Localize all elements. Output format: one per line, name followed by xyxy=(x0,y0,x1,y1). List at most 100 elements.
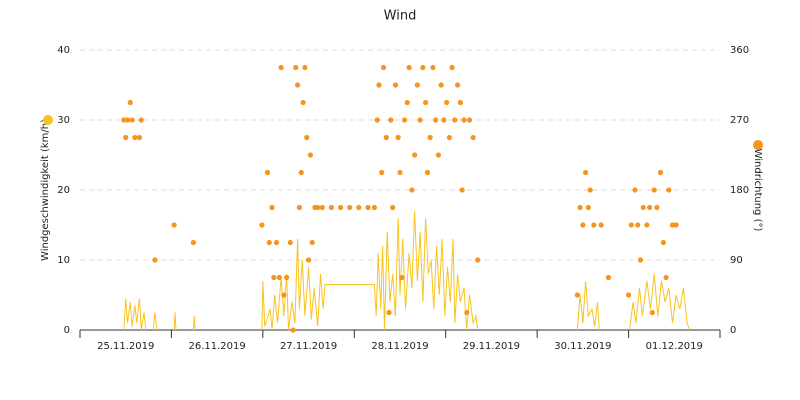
direction-point xyxy=(435,152,441,158)
direction-point xyxy=(427,134,433,141)
direction-point xyxy=(587,187,593,193)
direction-point xyxy=(663,274,669,281)
direction-point xyxy=(290,327,296,333)
direction-point xyxy=(328,204,335,211)
direction-point xyxy=(271,274,277,281)
axis-title: Windrichtung (°) xyxy=(752,149,763,232)
y-tick-label: 40 xyxy=(57,45,70,56)
direction-point xyxy=(307,152,313,158)
direction-point xyxy=(386,309,392,316)
direction-point xyxy=(660,239,666,246)
x-tick-label: 29.11.2019 xyxy=(463,341,520,352)
direction-point xyxy=(414,82,420,88)
direction-point xyxy=(401,117,408,123)
direction-point xyxy=(657,169,664,176)
x-tick-label: 28.11.2019 xyxy=(371,341,428,352)
direction-point xyxy=(455,82,461,88)
direction-point xyxy=(666,187,672,193)
wind-speed-line xyxy=(123,210,691,331)
direction-point xyxy=(295,82,301,88)
x-tick-label: 01.12.2019 xyxy=(646,341,703,352)
direction-point xyxy=(371,204,377,211)
direction-point xyxy=(171,222,177,228)
direction-point xyxy=(583,169,589,176)
direction-point xyxy=(259,222,265,228)
direction-point xyxy=(628,222,634,228)
direction-point xyxy=(319,204,325,211)
direction-point xyxy=(406,64,412,71)
direction-point xyxy=(127,99,133,106)
legend-dot xyxy=(43,115,53,125)
direction-point xyxy=(266,239,272,246)
direction-point xyxy=(347,204,353,211)
axis-title: Windgeschwindigkeit (km/h) xyxy=(40,119,51,261)
direction-point xyxy=(287,239,293,246)
direction-point xyxy=(580,222,586,228)
x-tick-label: 27.11.2019 xyxy=(280,341,337,352)
direction-point xyxy=(305,257,312,263)
y-tick-label: 30 xyxy=(57,115,70,126)
y2-tick-label: 180 xyxy=(730,185,749,196)
direction-point xyxy=(138,117,144,123)
direction-point xyxy=(420,64,426,71)
direction-point xyxy=(412,152,418,158)
direction-point xyxy=(337,204,344,211)
direction-point xyxy=(136,134,143,141)
direction-point xyxy=(640,204,646,211)
direction-point xyxy=(444,99,450,106)
y2-tick-label: 360 xyxy=(730,45,749,56)
direction-point xyxy=(625,292,632,298)
direction-point xyxy=(124,117,131,123)
y2-tick-label: 270 xyxy=(730,115,749,126)
direction-point xyxy=(598,222,604,228)
direction-point xyxy=(423,99,429,106)
direction-point xyxy=(475,257,481,263)
direction-point xyxy=(644,222,650,228)
direction-point xyxy=(461,117,467,123)
direction-point xyxy=(388,117,394,123)
direction-point xyxy=(395,134,401,141)
direction-point xyxy=(278,64,284,71)
direction-point xyxy=(459,187,465,193)
legend-dot xyxy=(753,140,763,150)
direction-point xyxy=(430,64,436,71)
direction-point xyxy=(438,82,444,88)
direction-point xyxy=(284,274,290,281)
direction-point xyxy=(632,187,638,193)
direction-point xyxy=(441,117,447,123)
direction-point xyxy=(315,204,321,211)
x-tick-label: 30.11.2019 xyxy=(554,341,611,352)
direction-point xyxy=(129,117,135,123)
direction-point xyxy=(464,309,470,316)
direction-point xyxy=(380,64,387,71)
direction-point xyxy=(417,117,423,123)
direction-point xyxy=(264,169,271,176)
direction-point xyxy=(365,204,371,211)
direction-point xyxy=(300,99,306,106)
direction-point xyxy=(654,204,660,211)
direction-point xyxy=(298,169,304,176)
direction-point xyxy=(309,239,315,246)
y-tick-label: 20 xyxy=(57,185,70,196)
direction-point xyxy=(132,134,138,141)
direction-point xyxy=(302,64,308,71)
direction-point xyxy=(591,222,597,228)
direction-point xyxy=(376,82,382,88)
x-tick-label: 25.11.2019 xyxy=(97,341,154,352)
direction-point xyxy=(273,239,280,246)
direction-point xyxy=(399,274,405,281)
direction-point xyxy=(433,117,439,123)
y-tick-label: 0 xyxy=(64,325,70,336)
direction-point xyxy=(574,292,580,298)
direction-point xyxy=(446,134,452,141)
direction-point xyxy=(466,117,473,123)
direction-point xyxy=(296,204,303,211)
direction-point xyxy=(470,134,476,141)
direction-point xyxy=(293,64,299,71)
direction-point xyxy=(457,99,463,106)
direction-point xyxy=(409,187,415,193)
direction-point xyxy=(647,204,653,211)
direction-point xyxy=(637,257,644,263)
direction-point xyxy=(276,274,282,281)
